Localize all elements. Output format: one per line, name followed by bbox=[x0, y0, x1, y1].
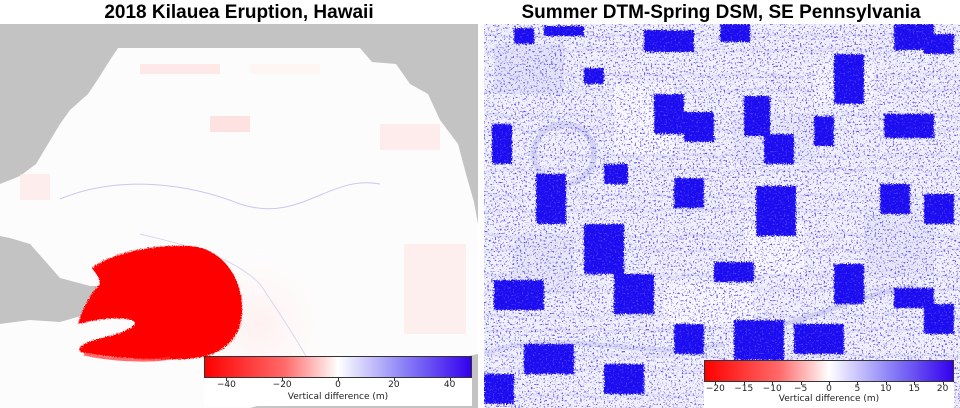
colorbar-tickmark bbox=[393, 378, 395, 381]
colorbar-tickmark bbox=[885, 382, 887, 385]
drainage-lines bbox=[59, 182, 381, 210]
kilauea-difference-map bbox=[0, 24, 478, 408]
colorbar-tick-label: 0 bbox=[826, 384, 832, 394]
panel-divider bbox=[478, 24, 484, 408]
pennsylvania-colorbar: −20 −15 −10 −5 0 5 10 15 20 Vertical difference … bbox=[704, 360, 954, 408]
colorbar-tickmark bbox=[942, 382, 944, 385]
colorbar-tick-label: −5 bbox=[793, 384, 808, 394]
colorbar-tick-label: 5 bbox=[854, 384, 861, 394]
left-panel-title: 2018 Kilauea Eruption, Hawaii bbox=[104, 2, 374, 23]
colorbar-tick-label: −20 bbox=[272, 380, 292, 390]
colorbar-tick-label: 15 bbox=[908, 384, 920, 394]
kilauea-colorbar: −40 −20 0 20 40 Vertical difference (m) bbox=[204, 356, 472, 406]
colorbar-tick-label: 20 bbox=[388, 380, 400, 390]
kilauea-colorbar-gradient bbox=[204, 356, 472, 378]
kilauea-colorbar-label: Vertical difference (m) bbox=[287, 392, 389, 402]
colorbar-tickmark bbox=[715, 382, 717, 385]
pennsylvania-map-graphic bbox=[484, 24, 960, 408]
pennsylvania-colorbar-gradient bbox=[704, 360, 954, 382]
right-panel-title: Summer DTM-Spring DSM, SE Pennsylvania bbox=[521, 2, 921, 23]
pennsylvania-difference-map bbox=[484, 24, 960, 408]
colorbar-tick-label: −10 bbox=[762, 384, 782, 394]
kilauea-map-graphic bbox=[0, 24, 478, 408]
colorbar-tick-label: 40 bbox=[443, 380, 456, 390]
colorbar-tick-label: −15 bbox=[734, 384, 754, 394]
colorbar-tick-label: −20 bbox=[705, 384, 725, 394]
colorbar-tick-label: 10 bbox=[880, 384, 892, 394]
colorbar-tickmark bbox=[338, 378, 339, 381]
colorbar-tickmark bbox=[226, 378, 228, 381]
colorbar-tick-label: 0 bbox=[335, 380, 341, 390]
colorbar-tick-label: −40 bbox=[216, 380, 236, 390]
colorbar-tickmark bbox=[772, 382, 774, 385]
colorbar-tickmark bbox=[800, 382, 802, 385]
colorbar-tickmark bbox=[743, 382, 745, 385]
colorbar-tickmark bbox=[829, 382, 830, 385]
colorbar-tickmark bbox=[914, 382, 916, 385]
colorbar-tick-label: 20 bbox=[936, 384, 949, 394]
colorbar-tickmark bbox=[857, 382, 859, 385]
speckle-noise bbox=[484, 24, 960, 408]
lava-flow bbox=[78, 245, 243, 360]
colorbar-tickmark bbox=[449, 378, 451, 381]
pennsylvania-colorbar-label: Vertical difference (m) bbox=[778, 394, 880, 404]
colorbar-tickmark bbox=[282, 378, 284, 381]
